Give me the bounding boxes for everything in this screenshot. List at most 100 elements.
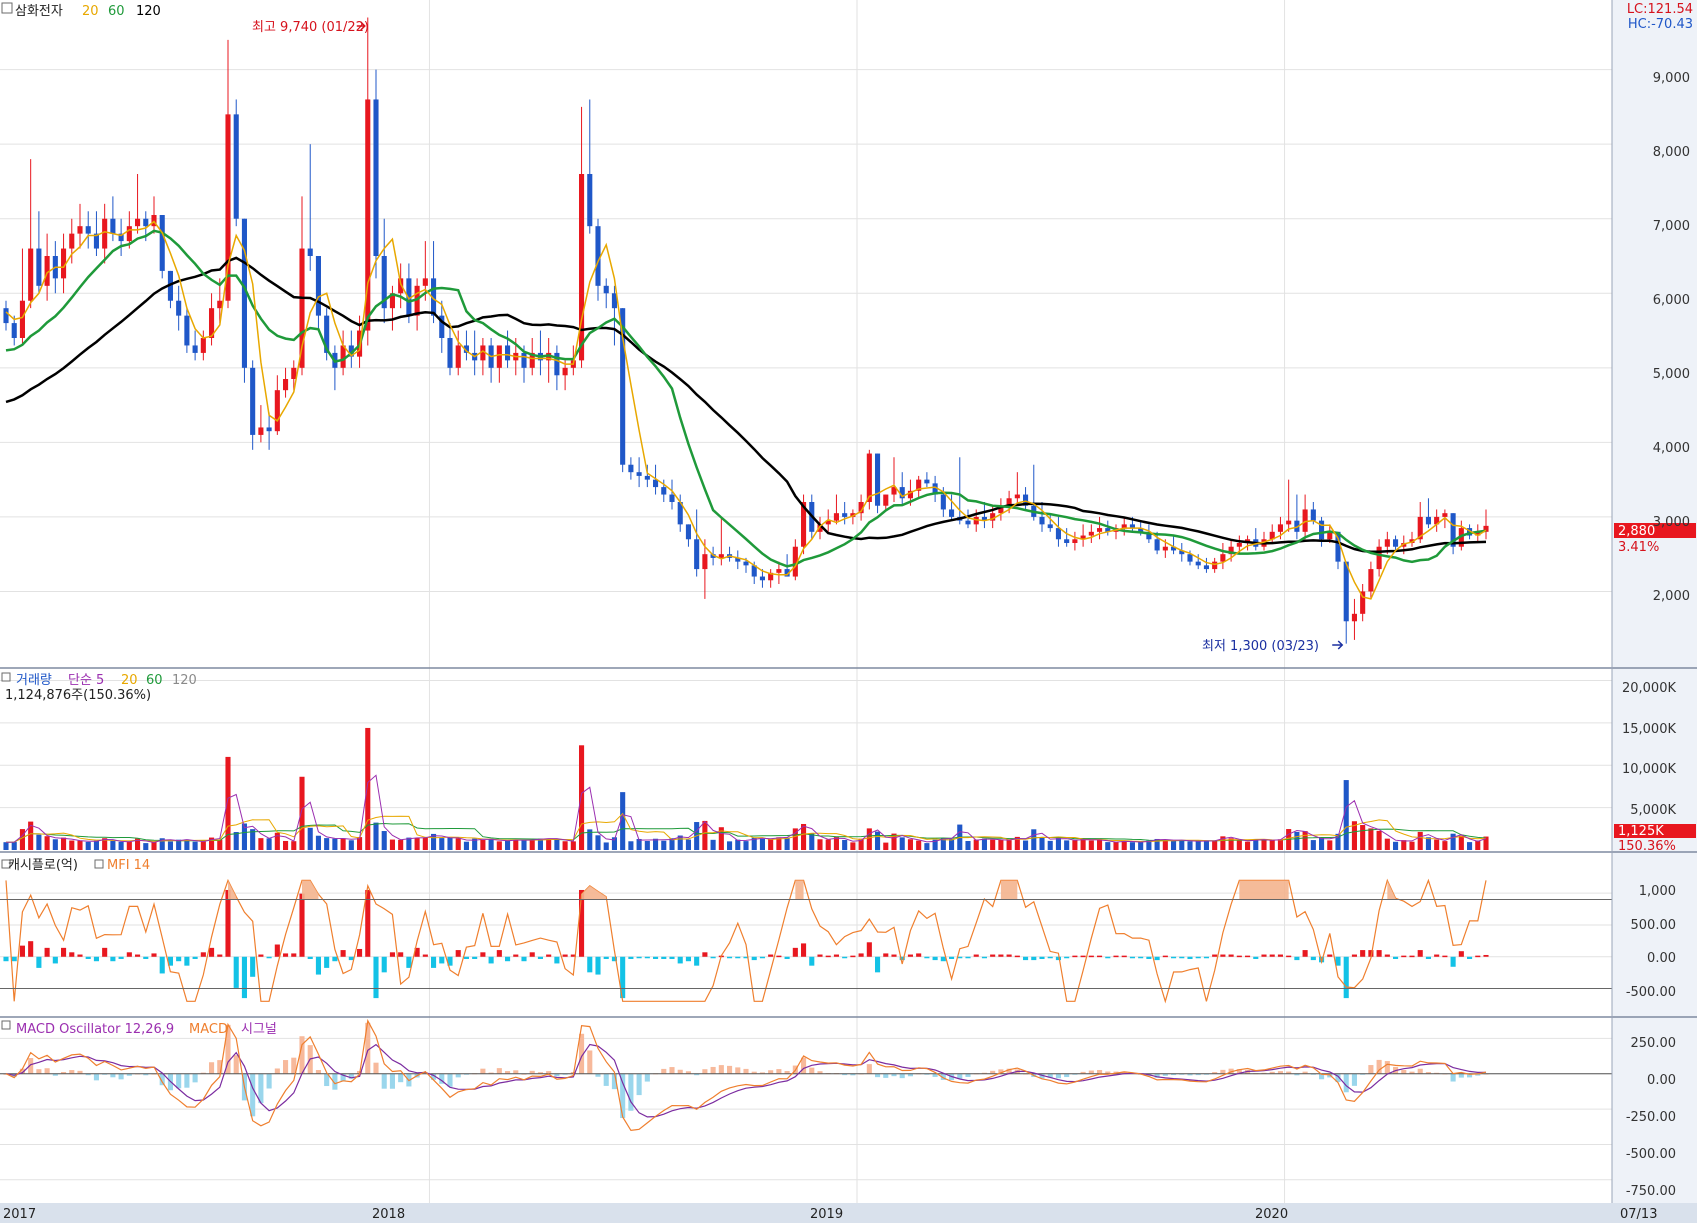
candle-body (19, 300, 25, 338)
panel-toggle-icon[interactable] (1, 672, 11, 682)
candle-body (299, 248, 305, 368)
candle-body (1105, 528, 1111, 532)
candle-body (1047, 524, 1053, 529)
volume-bar (677, 835, 683, 850)
volume-bar (77, 840, 83, 850)
candle-body (1360, 591, 1366, 614)
cashflow-bar (636, 956, 642, 959)
volume-bar (357, 837, 363, 850)
volume-bar (932, 839, 938, 850)
macd-osc-bar (554, 1073, 560, 1077)
volume-bar (463, 841, 469, 850)
cashflow-bar (973, 954, 979, 957)
mfi-line (5, 878, 1487, 1004)
volume-ma5-label: 단순 5 (68, 673, 104, 688)
macd-osc-bar (126, 1073, 132, 1076)
candle-body (324, 315, 330, 353)
macd-osc-bar (200, 1072, 206, 1074)
cashflow-bar (644, 956, 650, 959)
macd-osc-bar (324, 1073, 330, 1087)
candle-body (1162, 546, 1168, 551)
cashflow-bar (957, 956, 963, 959)
panel-toggle-icon[interactable] (1, 2, 13, 14)
cashflow-bar (52, 956, 58, 964)
x-tick-label: 2020 (1255, 1207, 1288, 1222)
volume-bar (866, 828, 872, 850)
cashflow-bar (620, 956, 626, 999)
candle-body (644, 475, 650, 480)
cashflow-bar (431, 956, 437, 968)
cashflow-bar (1212, 954, 1218, 957)
candle-body (241, 218, 247, 368)
macd-osc-bar (587, 1050, 593, 1074)
cashflow-bar (990, 954, 996, 957)
cashflow-bar (192, 956, 198, 959)
volume-bar (858, 838, 864, 850)
candle-body (636, 472, 642, 476)
volume-bar (1319, 837, 1325, 850)
cashflow-bar (365, 889, 371, 957)
panel-toggle-icon[interactable] (1, 859, 11, 869)
panel-toggle-icon[interactable] (1, 1020, 11, 1030)
volume-bar (340, 838, 346, 850)
macd-osc-bar (291, 1057, 297, 1074)
macd-osc-bar (768, 1070, 774, 1074)
candle-body (743, 561, 749, 566)
macd-osc-bar (184, 1073, 190, 1088)
cashflow-bar (283, 953, 289, 957)
macd-osc-bar (439, 1073, 445, 1084)
volume-title: 거래량 (16, 673, 52, 688)
candle-body (85, 226, 91, 234)
candle-body (899, 487, 905, 499)
volume-bar (537, 838, 543, 850)
cashflow-bar (332, 956, 338, 962)
cashflow-bar (1368, 950, 1374, 957)
candle-body (233, 114, 239, 219)
cashflow-bar (932, 956, 938, 961)
macd-osc-bar (817, 1071, 823, 1074)
volume-bar (1467, 842, 1473, 850)
candle-body (406, 278, 412, 316)
volume-bar (990, 839, 996, 850)
volume-bar (1236, 840, 1242, 850)
macd-osc-bar (1467, 1073, 1473, 1078)
macd-osc-bar (611, 1073, 617, 1090)
volume-bar (1376, 830, 1382, 850)
candle-body (1236, 543, 1242, 547)
cashflow-bar (949, 956, 955, 959)
candle-body (875, 453, 881, 506)
candle-body (291, 367, 297, 379)
candle-body (225, 114, 231, 301)
candle-body (307, 248, 313, 256)
cashflow-bar (924, 956, 930, 959)
macd-osc-bar (19, 1068, 25, 1074)
volume-bar (628, 841, 634, 850)
volume-bar (916, 840, 922, 850)
candle-body (1286, 520, 1292, 525)
macd-osc-bar (965, 1073, 971, 1077)
macd-osc-bar (957, 1073, 963, 1079)
volume-bar (1442, 841, 1448, 850)
volume-bar (1310, 840, 1316, 850)
volume-bar (1113, 842, 1119, 850)
candle-body (628, 464, 634, 473)
candle-body (11, 323, 17, 338)
macd-osc-bar (776, 1069, 782, 1074)
candle-body (973, 516, 979, 525)
cashflow-bar (1245, 955, 1251, 958)
cashflow-bar (1179, 956, 1185, 959)
macd-osc-bar (1080, 1071, 1086, 1074)
candle-body (422, 278, 428, 286)
candle-body (710, 554, 716, 558)
cashflow-bar (1302, 950, 1308, 957)
volume-bar (850, 842, 856, 850)
cashflow-bar (1014, 955, 1020, 958)
macd-osc-bar (176, 1073, 182, 1089)
volume-bar (1351, 821, 1357, 850)
cashflow-bar (653, 956, 659, 959)
panel-toggle-icon[interactable] (94, 859, 104, 869)
volume-bar (1162, 839, 1168, 850)
candle-body (1195, 561, 1201, 566)
